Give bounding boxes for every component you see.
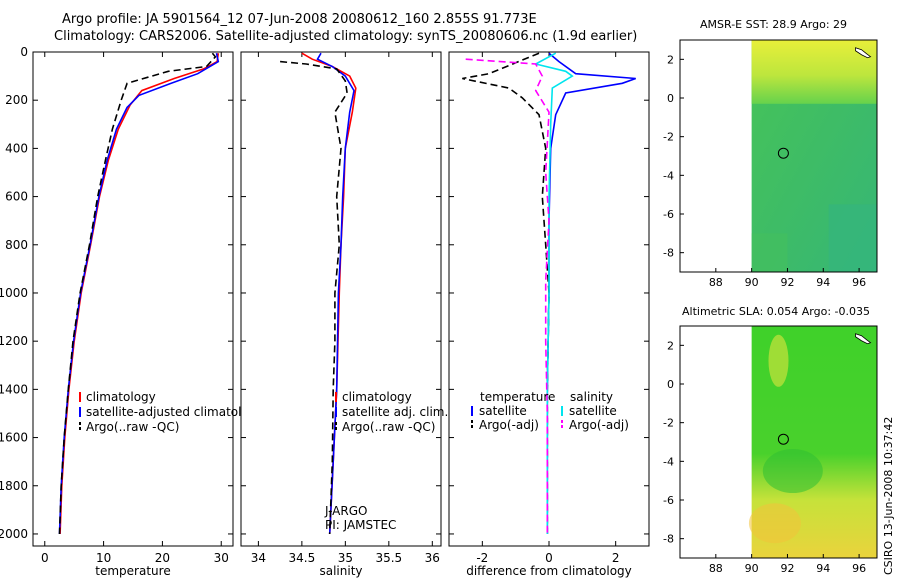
sla-map-title: Altimetric SLA: 0.054 Argo: -0.035: [682, 305, 870, 318]
sst_map-mid-patch: [751, 233, 788, 272]
sst_map-ytick-label: -4: [663, 169, 674, 182]
salinity-panel: 34 34.5 35 35.5 36 salinity climatologysatelli…: [240, 51, 448, 578]
salinity-xtick-label: 36: [425, 551, 440, 565]
temperature-ytick-label: 400: [5, 141, 28, 155]
temperature-frame: [32, 51, 234, 547]
salinity-xtick-label: 34: [251, 551, 266, 565]
difference-legend-label: Argo(-adj): [479, 418, 539, 432]
salinity-legend-label: Argo(..raw -QC): [342, 420, 435, 434]
temperature-ytick-label: 600: [5, 190, 28, 204]
difference-xtick-label: 0: [545, 551, 553, 565]
sla_map-xtick-label: 92: [780, 562, 794, 575]
difference-series-salinity-satellite: [533, 52, 574, 534]
difference-legend-heading: salinity: [570, 390, 613, 404]
temperature-xtick-label: 30: [214, 551, 229, 565]
sst_map-island-icon: [855, 47, 872, 59]
sst_map-ytick-label: 2: [667, 53, 674, 66]
sla_map-ytick-label: 0: [667, 378, 674, 391]
sla_map-float-marker: [777, 433, 789, 445]
sla_map-ytick-label: -8: [663, 533, 674, 546]
sla_map-island-icon: [855, 333, 872, 345]
difference-legend-label: satellite: [479, 404, 527, 418]
sst_map-float-marker: [777, 147, 789, 159]
difference-xtick-label: 2: [612, 551, 620, 565]
sla_map-high-blob: [768, 334, 789, 387]
difference-legend-label: satellite: [569, 404, 617, 418]
temperature-panel: 0 10 20 30 temperature 0 200 400 600 800 1000 1200 1…: [0, 45, 264, 578]
salinity-frame: [240, 51, 442, 547]
sst_map-xtick-label: 94: [816, 276, 830, 289]
figure-title-line2: Climatology: CARS2006. Satellite-adjuste…: [54, 29, 638, 44]
difference-xlabel: difference from climatology: [466, 564, 632, 578]
sla_map-ytick-label: -6: [663, 494, 674, 507]
figure-title-line1: Argo profile: JA 5901564_12 07-Jun-2008 …: [62, 12, 537, 27]
sst_map-cool-patch: [828, 204, 877, 272]
salinity-xtick-label: 35.5: [375, 551, 402, 565]
salinity-annotation: J-ARGO: [324, 504, 367, 518]
salinity-series-satellite-adj-clim-: [316, 52, 355, 535]
temperature-ytick-label: 2000: [0, 527, 28, 541]
temperature-xtick-label: 10: [96, 551, 111, 565]
temperature-legend-label: climatology: [86, 390, 156, 404]
sst-map-title: AMSR-E SST: 28.9 Argo: 29: [700, 18, 848, 31]
salinity-xlabel: salinity: [319, 564, 362, 578]
temperature-series-group: [58, 52, 220, 535]
temperature-ytick-label: 1000: [0, 286, 28, 300]
difference-series-salinity-argo-adj-: [465, 58, 550, 534]
temperature-xlabel: temperature: [95, 564, 170, 578]
difference-series-group: [462, 52, 636, 534]
sst_map-ytick-label: -8: [663, 247, 674, 260]
sla-map-panel: 88 90 92 94 96 2 0 -2 -4 -6 -8: [663, 325, 878, 575]
sla_map-xtick-label: 88: [709, 562, 723, 575]
sst_map-ytick-label: -2: [663, 131, 674, 144]
sla_map-warm-blob: [748, 503, 801, 544]
sla_map-xtick-label: 96: [852, 562, 866, 575]
sst_map-frame: [679, 39, 878, 273]
temperature-xtick-label: 0: [41, 551, 49, 565]
temperature-series-argo-raw-qc-: [58, 52, 217, 535]
temperature-ytick-label: 200: [5, 93, 28, 107]
sst_map-ytick-label: 0: [667, 92, 674, 105]
sla_map-xtick-label: 90: [745, 562, 759, 575]
temperature-ytick-label: 1800: [0, 479, 28, 493]
difference-xtick-label: -2: [476, 551, 488, 565]
sst-map-panel: 88 90 92 94 96 2 0 -2 -4 -6 -8: [663, 39, 878, 289]
sst_map-xtick-label: 92: [780, 276, 794, 289]
salinity-xtick-label: 34.5: [289, 551, 316, 565]
temperature-ytick-label: 800: [5, 238, 28, 252]
temperature-xtick-label: 20: [155, 551, 170, 565]
sla_map-ytick-label: 2: [667, 339, 674, 352]
difference-legend-label: Argo(-adj): [569, 418, 629, 432]
sla_map-low-blob: [762, 449, 823, 493]
sla_map-ytick-label: -4: [663, 455, 674, 468]
sst_map-xtick-label: 88: [709, 276, 723, 289]
salinity-annotation: PI: JAMSTEC: [325, 518, 396, 532]
difference-legend-heading: temperature: [480, 390, 555, 404]
temperature-legend-label: Argo(..raw -QC): [86, 420, 179, 434]
temperature-legend-label: satellite-adjusted climatology: [86, 405, 264, 419]
sla_map-ytick-label: -2: [663, 417, 674, 430]
temperature-ytick-label: 1600: [0, 431, 28, 445]
salinity-series-argo-raw-qc-: [280, 60, 348, 535]
sla_map-frame: [679, 325, 878, 559]
sst_map-ytick-label: -6: [663, 208, 674, 221]
salinity-series-group: [280, 52, 357, 535]
sst_map-xtick-label: 90: [745, 276, 759, 289]
salinity-legend-label: climatology: [342, 390, 412, 404]
temperature-ytick-label: 1400: [0, 382, 28, 396]
temperature-ytick-label: 0: [20, 45, 28, 59]
salinity-legend-label: satellite adj. clim.: [342, 405, 448, 419]
salinity-xtick-label: 35: [338, 551, 353, 565]
sst_map-xtick-label: 96: [852, 276, 866, 289]
temperature-ytick-label: 1200: [0, 334, 28, 348]
sla_map-xtick-label: 94: [816, 562, 830, 575]
